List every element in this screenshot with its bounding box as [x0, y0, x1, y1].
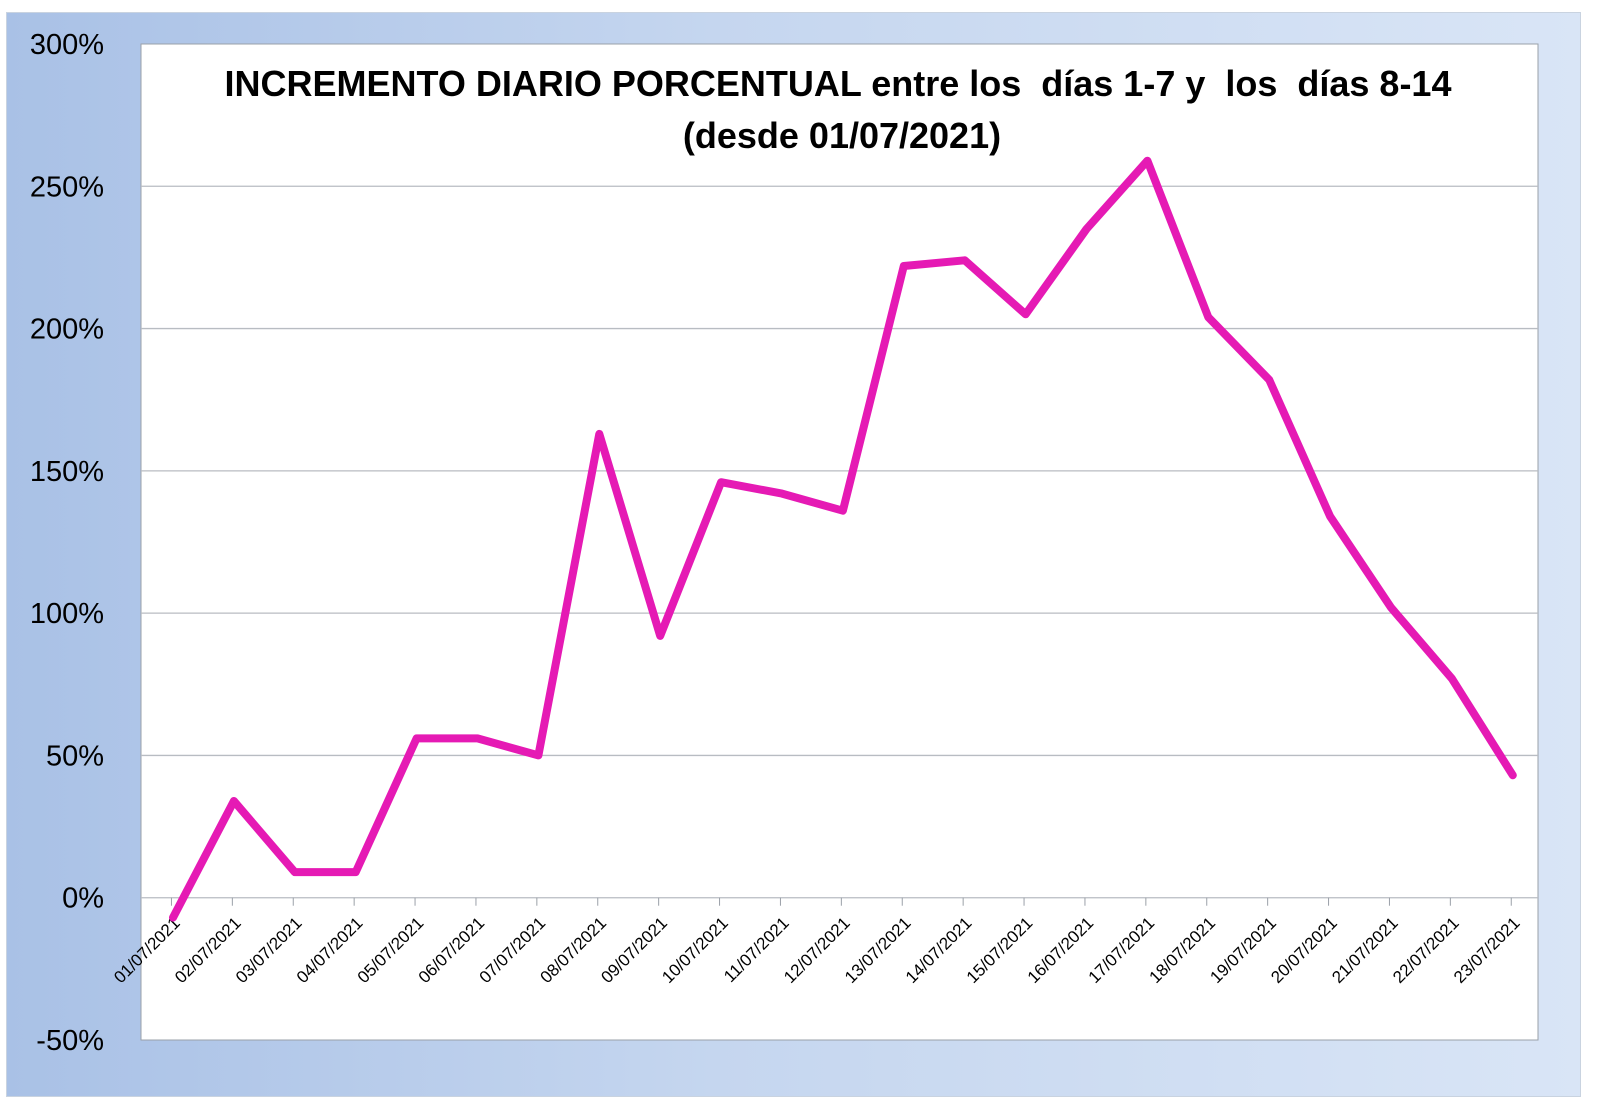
data-point	[961, 256, 969, 264]
data-point	[717, 478, 725, 486]
data-point	[839, 507, 847, 515]
y-tick-label: 50%	[46, 740, 104, 772]
data-point	[1448, 675, 1456, 683]
data-point	[900, 262, 908, 270]
data-point	[1143, 157, 1151, 165]
data-point	[1387, 603, 1395, 611]
data-point	[534, 751, 542, 759]
data-point	[1265, 376, 1273, 384]
chart-subtitle: (desde 01/07/2021)	[683, 115, 1001, 156]
data-point	[230, 797, 238, 805]
y-tick-label: 100%	[30, 598, 104, 630]
gridlines	[141, 185, 1538, 899]
y-tick-label: 200%	[30, 314, 104, 346]
y-tick-label: 250%	[30, 171, 104, 203]
series-line	[169, 156, 1517, 922]
y-tick-label: 300%	[30, 29, 104, 61]
data-point	[1509, 771, 1517, 779]
data-point	[1083, 225, 1091, 233]
data-point	[656, 632, 664, 640]
data-point	[595, 430, 603, 438]
chart-title: INCREMENTO DIARIO PORCENTUAL entre los d…	[225, 63, 1452, 104]
data-point	[1326, 512, 1334, 520]
y-tick-label: 0%	[62, 883, 104, 915]
plot-area	[140, 43, 1539, 1041]
data-point	[291, 868, 299, 876]
y-axis: 300% 250% 200% 150% 100% 50% 0% -50%	[30, 29, 104, 1057]
data-point	[778, 490, 786, 498]
data-point	[474, 734, 482, 742]
data-point	[352, 868, 360, 876]
data-point	[1204, 313, 1212, 321]
data-point	[169, 914, 177, 922]
data-point	[1022, 310, 1030, 318]
y-tick-label: -50%	[36, 1025, 104, 1057]
data-point	[413, 734, 421, 742]
y-tick-label: 150%	[30, 456, 104, 488]
